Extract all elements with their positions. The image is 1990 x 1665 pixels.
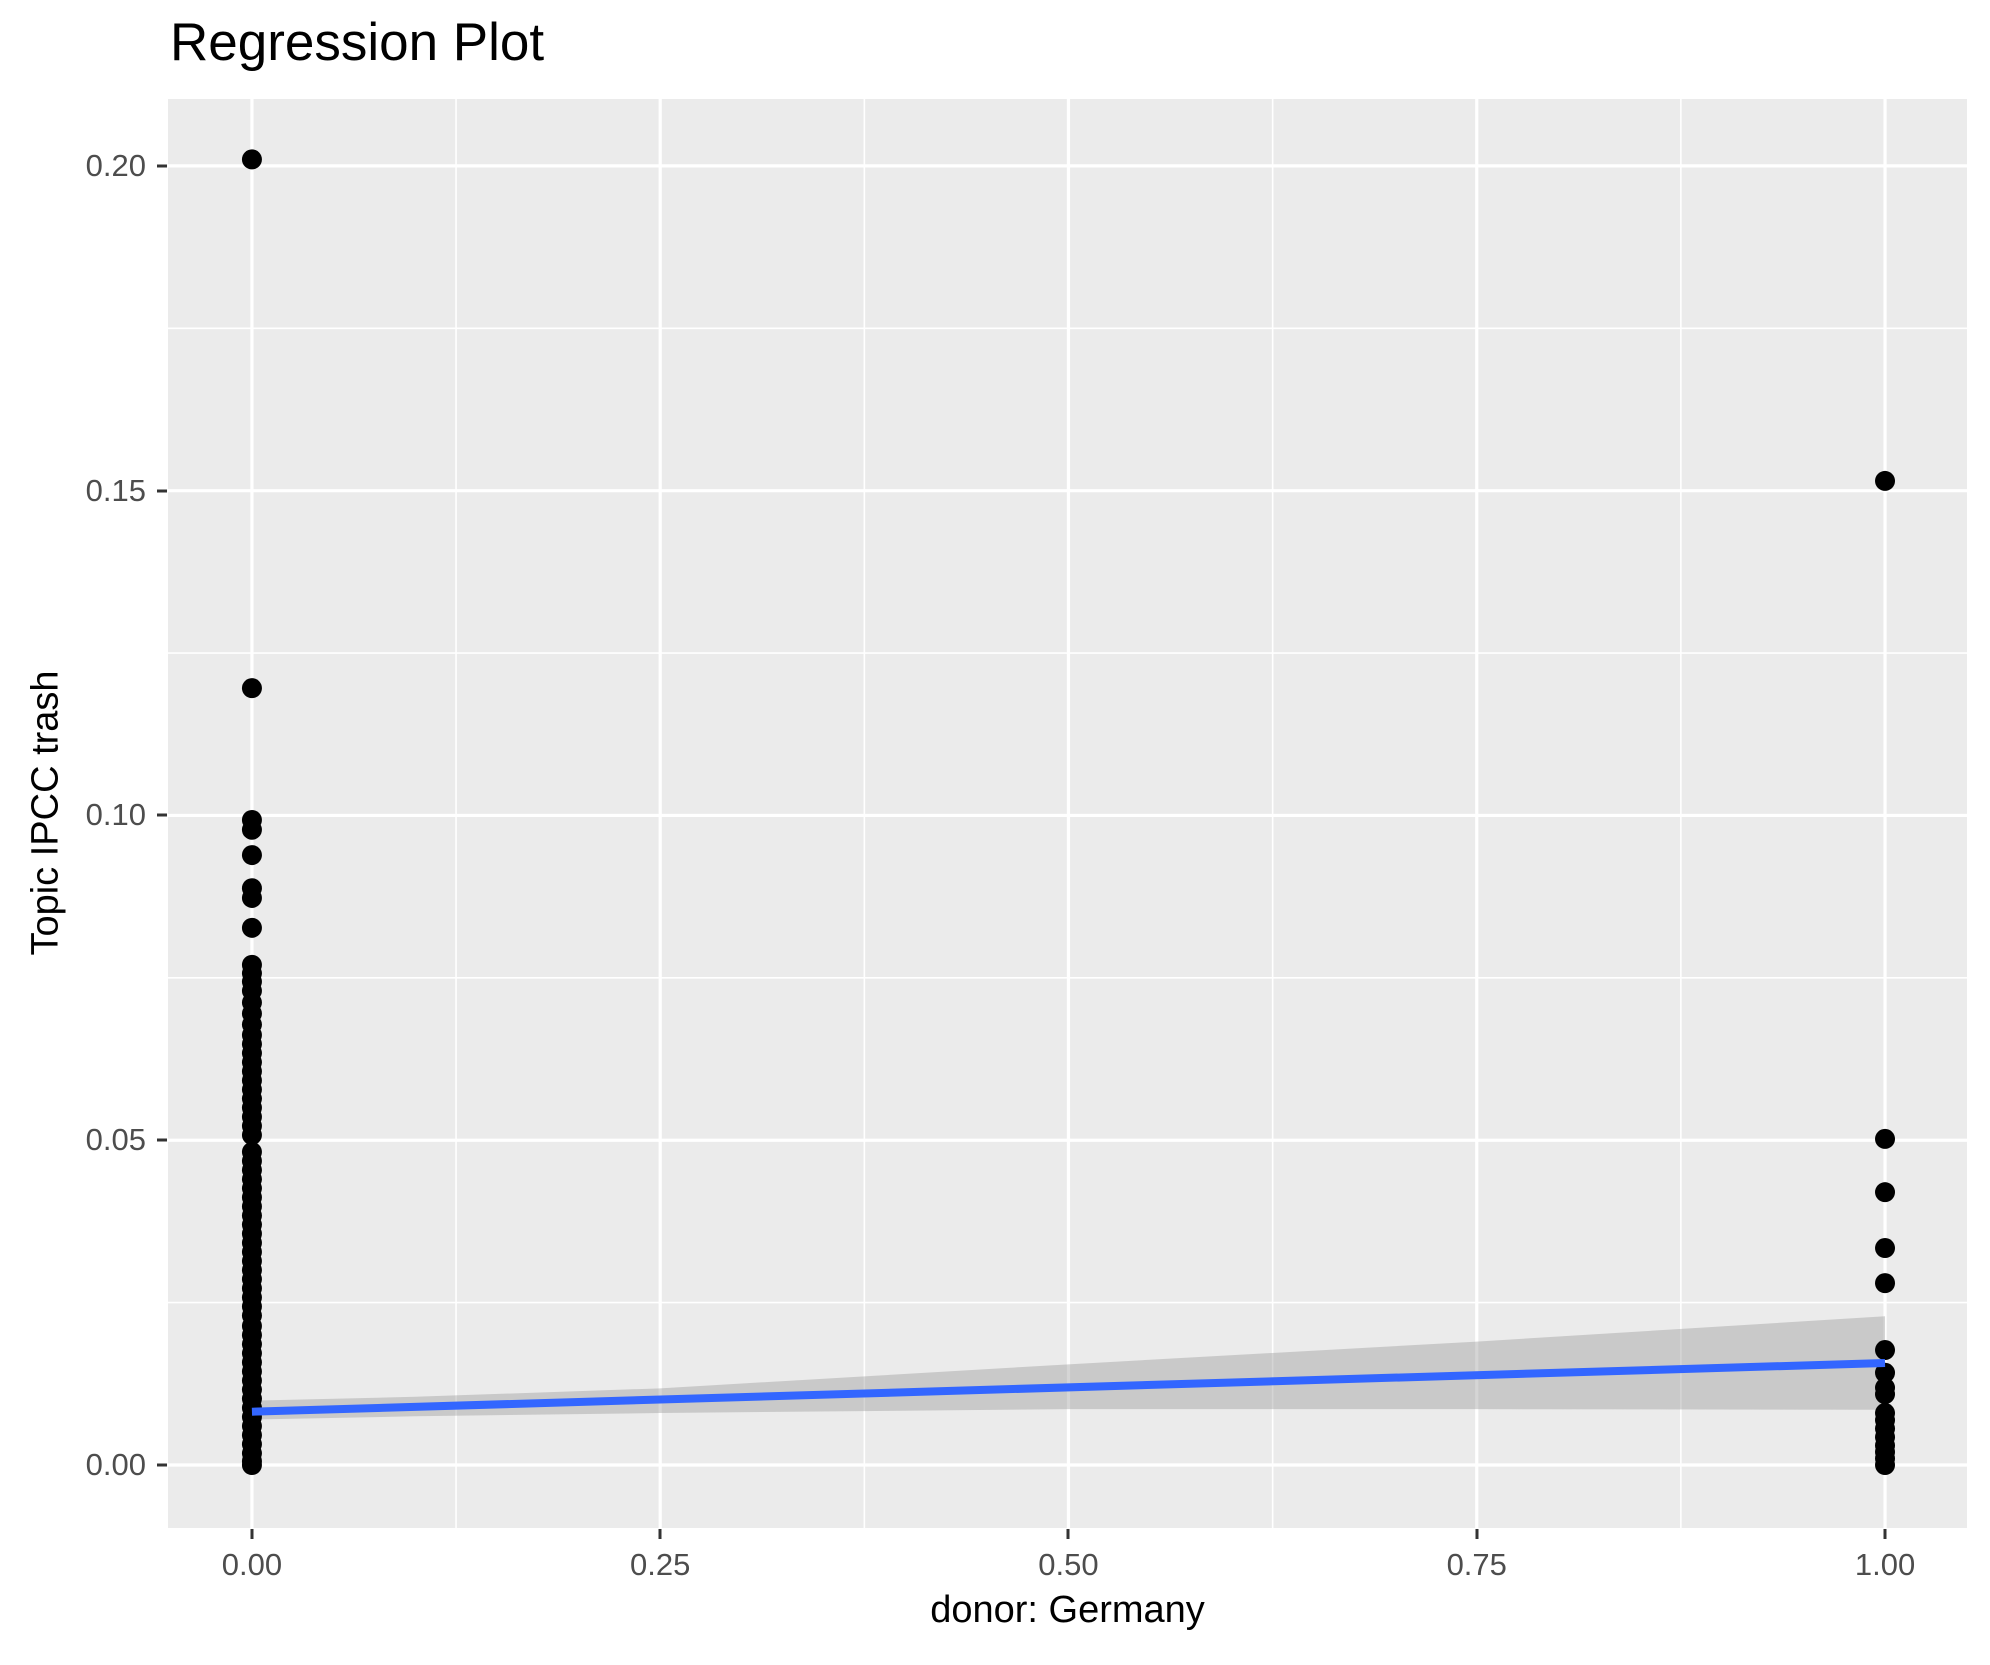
x-tick-label: 0.50 <box>1038 1547 1099 1582</box>
x-tick-label: 0.25 <box>630 1547 691 1582</box>
data-point <box>1875 1340 1896 1361</box>
data-point <box>241 1454 262 1475</box>
confidence-band <box>251 1316 1886 1420</box>
data-point <box>241 678 262 699</box>
regression-line <box>251 1359 1886 1416</box>
y-tick-mark <box>157 1138 167 1142</box>
y-tick-mark <box>157 1463 167 1467</box>
x-tick-mark <box>1066 1529 1070 1539</box>
x-tick-mark <box>658 1529 662 1539</box>
data-point <box>1875 470 1896 491</box>
y-tick-mark <box>157 164 167 168</box>
data-point <box>1875 1454 1896 1475</box>
x-tick-mark <box>250 1529 254 1539</box>
data-point <box>1875 1362 1896 1383</box>
x-tick-label: 0.75 <box>1446 1547 1507 1582</box>
data-point <box>1875 1182 1896 1203</box>
data-point <box>1875 1128 1896 1149</box>
y-tick-label: 0.15 <box>85 472 146 508</box>
plot-svg <box>168 99 1967 1528</box>
data-point <box>241 917 262 938</box>
x-tick-label: 0.00 <box>221 1547 283 1582</box>
x-tick-mark <box>1475 1529 1479 1539</box>
data-point <box>241 819 262 840</box>
x-tick-mark <box>1883 1529 1887 1539</box>
data-point <box>1875 1273 1896 1294</box>
plot-panel <box>168 99 1967 1528</box>
data-point <box>1875 1238 1896 1259</box>
data-point <box>241 887 262 908</box>
data-point <box>1875 1384 1896 1405</box>
y-tick-label: 0.00 <box>85 1446 146 1482</box>
data-point <box>241 845 262 866</box>
y-tick-label: 0.05 <box>85 1122 146 1158</box>
y-tick-label: 0.20 <box>85 147 146 183</box>
chart-title: Regression Plot <box>170 13 545 72</box>
data-point <box>241 1125 262 1146</box>
y-tick-label: 0.10 <box>85 797 146 833</box>
x-tick-label: 1.00 <box>1854 1547 1916 1582</box>
data-point <box>241 149 262 170</box>
y-tick-mark <box>157 813 167 817</box>
y-tick-mark <box>157 489 167 493</box>
x-axis-title: donor: Germany <box>930 1589 1205 1631</box>
